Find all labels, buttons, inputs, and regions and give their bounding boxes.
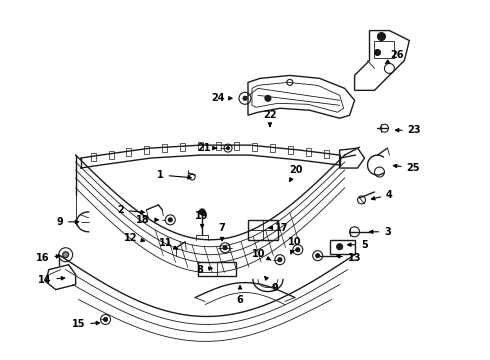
Circle shape [374, 50, 380, 55]
Bar [126, 148, 131, 156]
Text: 23: 23 [395, 125, 421, 135]
Bar [306, 148, 311, 156]
Text: 4: 4 [371, 190, 393, 200]
Text: 10: 10 [252, 249, 271, 260]
Text: 9: 9 [56, 217, 78, 227]
Circle shape [316, 254, 319, 258]
Circle shape [296, 248, 300, 252]
Text: 25: 25 [393, 163, 420, 173]
Text: 7: 7 [219, 223, 225, 241]
Circle shape [265, 95, 271, 101]
Text: 8: 8 [197, 265, 212, 275]
Bar [145, 146, 149, 154]
Circle shape [63, 252, 69, 258]
Text: 14: 14 [38, 275, 65, 285]
Text: 12: 12 [123, 233, 145, 243]
Text: 19: 19 [196, 211, 209, 228]
Circle shape [377, 32, 386, 41]
Text: 24: 24 [211, 93, 232, 103]
Text: 26: 26 [386, 50, 404, 63]
Bar [234, 142, 239, 150]
Circle shape [199, 209, 205, 215]
Bar [108, 151, 114, 159]
Text: 13: 13 [337, 253, 361, 263]
Text: 1: 1 [157, 170, 191, 180]
Text: 2: 2 [117, 205, 145, 215]
Circle shape [226, 147, 229, 150]
Text: 15: 15 [72, 319, 99, 329]
Circle shape [168, 218, 172, 222]
Text: 21: 21 [197, 143, 217, 153]
Bar [288, 146, 293, 154]
Text: 6: 6 [237, 285, 244, 305]
Bar [252, 143, 257, 150]
Text: 22: 22 [263, 110, 277, 126]
Circle shape [337, 244, 343, 250]
Circle shape [103, 318, 107, 321]
Text: 17: 17 [269, 223, 289, 233]
Bar [198, 142, 203, 150]
Text: 10: 10 [288, 237, 301, 254]
Text: 3: 3 [369, 227, 391, 237]
Bar [162, 144, 167, 152]
Circle shape [243, 96, 247, 100]
Text: 9: 9 [265, 276, 278, 293]
Bar [270, 144, 275, 152]
Circle shape [278, 258, 282, 262]
Bar [216, 142, 221, 150]
Text: 16: 16 [36, 253, 60, 263]
Text: 5: 5 [347, 240, 368, 250]
Bar [91, 153, 96, 161]
Text: 20: 20 [289, 165, 302, 181]
Bar [324, 150, 329, 158]
Circle shape [223, 246, 227, 250]
Text: 18: 18 [136, 215, 158, 225]
Text: 11: 11 [159, 238, 177, 249]
Bar [180, 143, 185, 151]
